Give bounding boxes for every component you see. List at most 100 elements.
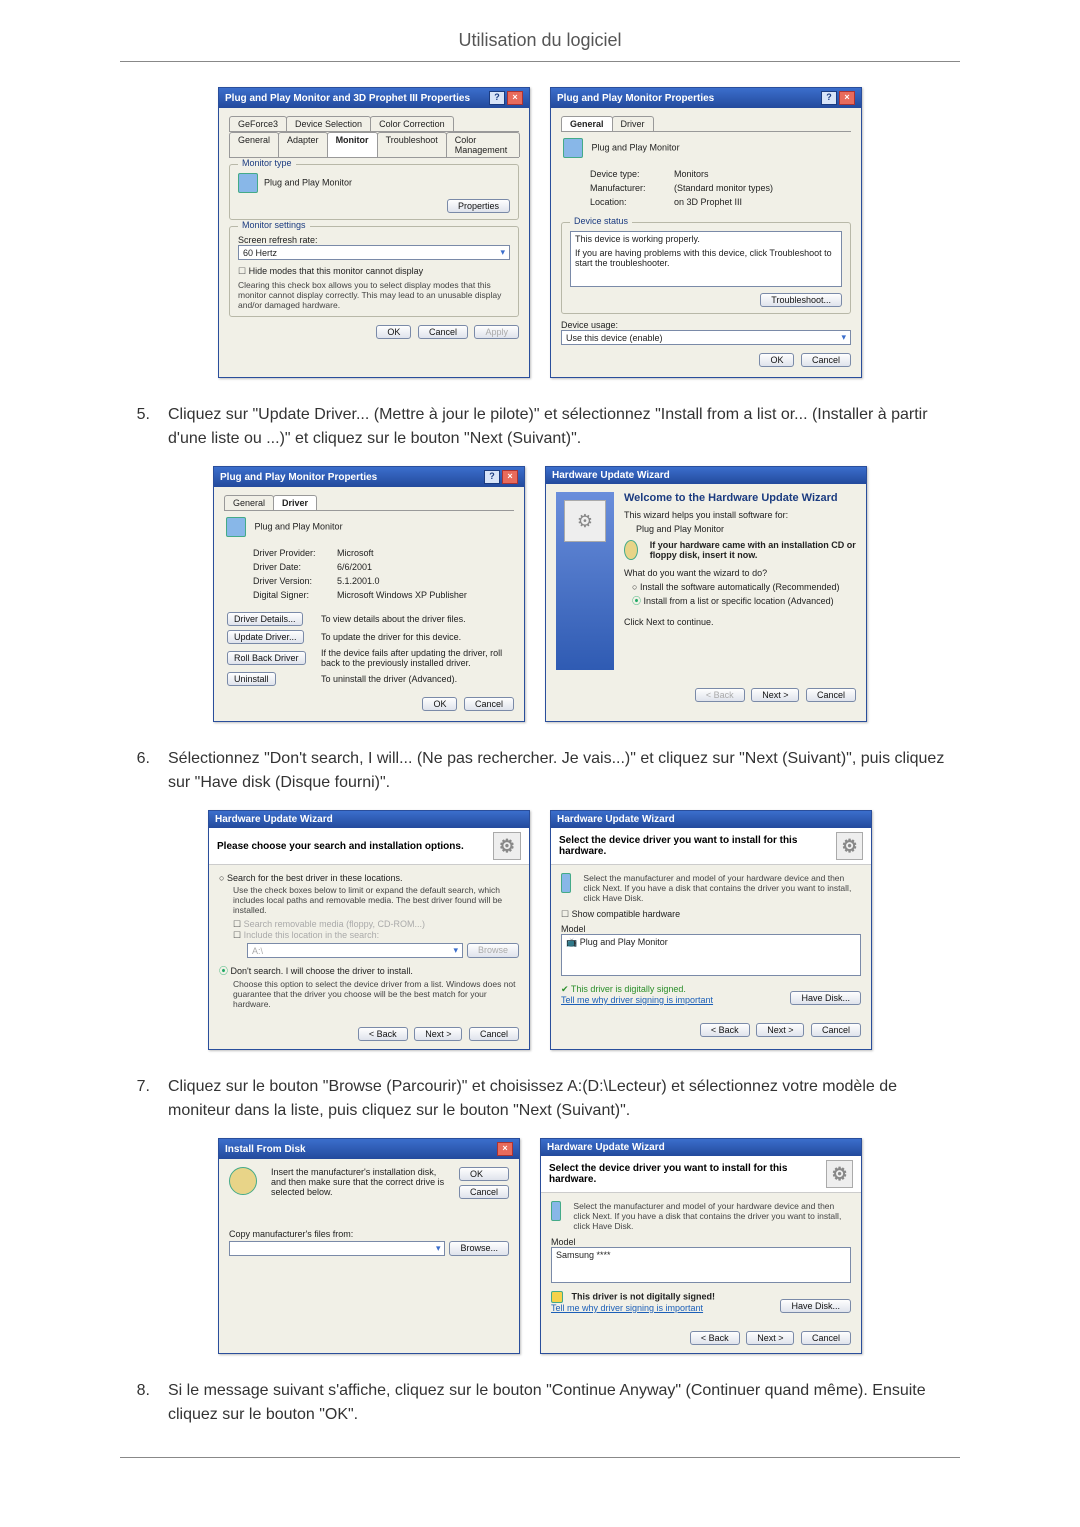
- tab-geforce3[interactable]: GeForce3: [229, 116, 287, 131]
- step-text: Sélectionnez "Don't search, I will... (N…: [168, 747, 960, 795]
- titlebar: Plug and Play Monitor and 3D Prophet III…: [219, 88, 529, 108]
- lbl-date: Driver Date:: [252, 561, 334, 573]
- opt-dont-search[interactable]: Don't search. I will choose the driver t…: [219, 964, 519, 977]
- update-driver-button[interactable]: Update Driver...: [227, 630, 304, 644]
- ok-button[interactable]: OK: [376, 325, 411, 339]
- properties-button[interactable]: Properties: [447, 199, 510, 213]
- back-button[interactable]: < Back: [695, 688, 745, 702]
- help-icon[interactable]: ?: [489, 91, 505, 105]
- ok-button[interactable]: OK: [759, 353, 794, 367]
- path-dropdown[interactable]: [229, 1241, 445, 1256]
- have-disk-button[interactable]: Have Disk...: [790, 991, 861, 1005]
- tab-general[interactable]: General: [229, 132, 279, 157]
- close-icon[interactable]: ×: [507, 91, 523, 105]
- signing-link[interactable]: Tell me why driver signing is important: [561, 995, 713, 1005]
- step-6: 6. Sélectionnez "Don't search, I will...…: [120, 747, 960, 795]
- next-button[interactable]: Next >: [756, 1023, 804, 1037]
- next-button[interactable]: Next >: [414, 1027, 462, 1041]
- back-button[interactable]: < Back: [690, 1331, 740, 1345]
- help-icon[interactable]: ?: [821, 91, 837, 105]
- note-update: To update the driver for this device.: [320, 629, 512, 645]
- status-line2: If you are having problems with this dev…: [575, 248, 837, 268]
- model-list[interactable]: 📺 Plug and Play Monitor: [561, 934, 861, 976]
- tab-troubleshoot[interactable]: Troubleshoot: [377, 132, 447, 157]
- troubleshoot-button[interactable]: Troubleshoot...: [760, 293, 842, 307]
- tab-color-correction[interactable]: Color Correction: [370, 116, 454, 131]
- cancel-button[interactable]: Cancel: [811, 1023, 861, 1037]
- cancel-button[interactable]: Cancel: [464, 697, 514, 711]
- wizard-welcome-title: Welcome to the Hardware Update Wizard: [624, 492, 856, 504]
- close-icon[interactable]: ×: [502, 470, 518, 484]
- cancel-button[interactable]: Cancel: [418, 325, 468, 339]
- back-button[interactable]: < Back: [700, 1023, 750, 1037]
- monitor-icon: [226, 517, 246, 537]
- rollback-button[interactable]: Roll Back Driver: [227, 651, 306, 665]
- model-item[interactable]: Samsung ****: [556, 1250, 846, 1260]
- lbl-model: Model: [551, 1237, 851, 1247]
- tab-driver[interactable]: Driver: [273, 495, 317, 510]
- model-text: Plug and Play Monitor: [580, 937, 668, 947]
- select-note: Select the manufacturer and model of you…: [573, 1201, 851, 1231]
- signed-label: ✔ This driver is digitally signed.: [561, 984, 713, 995]
- group-monitor-settings: Monitor settings Screen refresh rate: 60…: [229, 226, 519, 317]
- chk-compatible[interactable]: Show compatible hardware: [561, 909, 861, 920]
- refresh-dropdown[interactable]: 60 Hertz: [238, 245, 510, 260]
- title-text: Hardware Update Wizard: [552, 470, 670, 481]
- opt-auto[interactable]: Install the software automatically (Reco…: [632, 582, 856, 592]
- driver-details-button[interactable]: Driver Details...: [227, 612, 303, 626]
- val-provider: Microsoft: [336, 547, 468, 559]
- apply-button[interactable]: Apply: [474, 325, 519, 339]
- tab-general[interactable]: General: [224, 495, 274, 510]
- tab-adapter[interactable]: Adapter: [278, 132, 328, 157]
- close-icon[interactable]: ×: [839, 91, 855, 105]
- dont-note: Choose this option to select the device …: [233, 979, 519, 1009]
- tab-driver[interactable]: Driver: [612, 116, 654, 131]
- next-button[interactable]: Next >: [751, 688, 799, 702]
- notsigned-label: This driver is not digitally signed!: [551, 1291, 715, 1303]
- divider-bottom: [120, 1457, 960, 1458]
- screenshot-row-2: Plug and Play Monitor Properties ?× Gene…: [120, 466, 960, 722]
- search-note: Use the check boxes below to limit or ex…: [233, 885, 519, 915]
- cancel-button[interactable]: Cancel: [469, 1027, 519, 1041]
- cancel-button[interactable]: Cancel: [459, 1185, 509, 1199]
- uninstall-button[interactable]: Uninstall: [227, 672, 276, 686]
- signing-link[interactable]: Tell me why driver signing is important: [551, 1303, 715, 1313]
- wizard-icon: ⚙: [836, 832, 863, 860]
- cancel-button[interactable]: Cancel: [801, 353, 851, 367]
- signed-text: This driver is digitally signed.: [571, 984, 686, 994]
- title-text: Hardware Update Wizard: [557, 814, 675, 825]
- model-list[interactable]: Samsung ****: [551, 1247, 851, 1283]
- title-text: Hardware Update Wizard: [215, 814, 333, 825]
- browse-button[interactable]: Browse: [467, 943, 519, 958]
- step-text: Cliquez sur "Update Driver... (Mettre à …: [168, 403, 960, 451]
- wizard-select-driver-samsung: Hardware Update Wizard Select the device…: [540, 1138, 862, 1354]
- status-line1: This device is working properly.: [575, 234, 837, 244]
- tab-color-mgmt[interactable]: Color Management: [446, 132, 520, 157]
- cancel-button[interactable]: Cancel: [806, 688, 856, 702]
- tab-monitor[interactable]: Monitor: [327, 132, 378, 157]
- help-icon[interactable]: ?: [484, 470, 500, 484]
- next-button[interactable]: Next >: [746, 1331, 794, 1345]
- step-5: 5. Cliquez sur "Update Driver... (Mettre…: [120, 403, 960, 451]
- browse-button[interactable]: Browse...: [449, 1241, 509, 1256]
- tab-general[interactable]: General: [561, 116, 613, 131]
- opt-search[interactable]: Search for the best driver in these loca…: [219, 873, 519, 883]
- ok-button[interactable]: OK: [422, 697, 457, 711]
- model-item[interactable]: 📺 Plug and Play Monitor: [566, 937, 856, 948]
- path-dropdown[interactable]: A:\: [247, 943, 463, 958]
- opt-list[interactable]: Install from a list or specific location…: [632, 594, 856, 607]
- chk-include[interactable]: Include this location in the search:: [233, 930, 519, 941]
- wizard-select-driver: Hardware Update Wizard Select the device…: [550, 810, 872, 1050]
- cancel-button[interactable]: Cancel: [801, 1331, 851, 1345]
- wizard-question: What do you want the wizard to do?: [624, 568, 856, 578]
- ok-button[interactable]: OK: [459, 1167, 509, 1181]
- hide-modes-checkbox[interactable]: Hide modes that this monitor cannot disp…: [238, 266, 510, 277]
- have-disk-button[interactable]: Have Disk...: [780, 1299, 851, 1313]
- chk-removable[interactable]: Search removable media (floppy, CD-ROM..…: [233, 919, 519, 930]
- usage-dropdown[interactable]: Use this device (enable): [561, 330, 851, 345]
- monitor-name: Plug and Play Monitor: [264, 177, 352, 187]
- tab-device-selection[interactable]: Device Selection: [286, 116, 371, 131]
- monitor-icon: [551, 1201, 561, 1221]
- close-icon[interactable]: ×: [497, 1142, 513, 1156]
- back-button[interactable]: < Back: [358, 1027, 408, 1041]
